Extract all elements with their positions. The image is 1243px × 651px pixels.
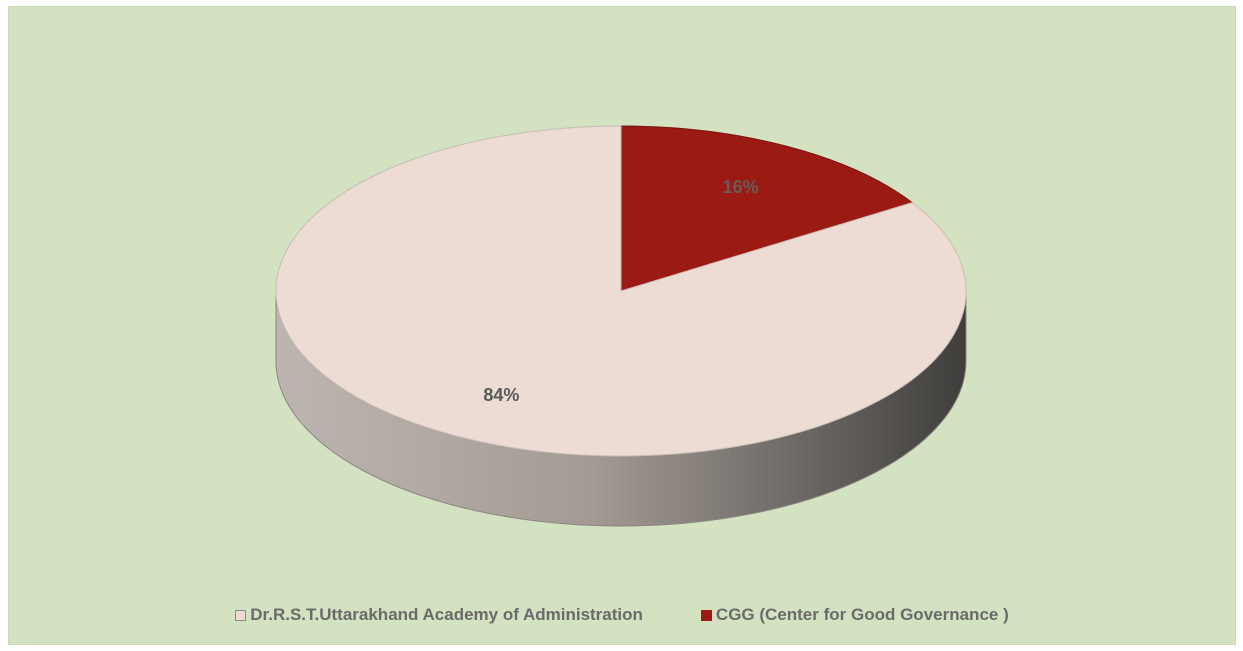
pie-chart: 84% 16% xyxy=(275,125,967,527)
legend-swatch-academy xyxy=(235,609,247,621)
legend-label-cgg: CGG (Center for Good Governance ) xyxy=(715,605,1009,624)
slice-label-academy: 84% xyxy=(483,385,519,405)
legend: Dr.R.S.T.Uttarakhand Academy of Administ… xyxy=(9,605,1235,625)
legend-label-academy: Dr.R.S.T.Uttarakhand Academy of Administ… xyxy=(250,605,643,624)
pie-labels: 84% 16% xyxy=(483,177,758,405)
chart-area: 84% 16% Dr.R.S.T.Uttarakhand Academy of … xyxy=(8,6,1236,645)
legend-item-cgg: CGG (Center for Good Governance ) xyxy=(700,605,1009,625)
legend-swatch-cgg xyxy=(700,609,712,621)
pie-slices xyxy=(275,125,967,457)
slice-label-cgg: 16% xyxy=(723,177,759,197)
legend-item-academy: Dr.R.S.T.Uttarakhand Academy of Administ… xyxy=(235,605,643,625)
pie-slice-cgg xyxy=(620,125,914,292)
pie-slice-academy xyxy=(275,125,967,457)
